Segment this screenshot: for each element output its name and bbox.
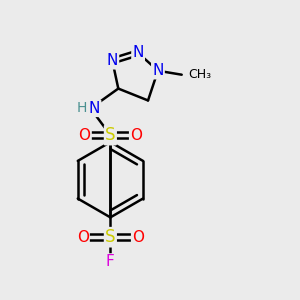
- Text: O: O: [79, 128, 91, 142]
- Text: S: S: [105, 126, 116, 144]
- Text: N: N: [152, 63, 164, 78]
- Text: N: N: [132, 45, 144, 60]
- Text: O: O: [130, 128, 142, 142]
- Text: O: O: [76, 230, 88, 245]
- Text: N: N: [89, 101, 100, 116]
- Text: F: F: [106, 254, 115, 269]
- Text: S: S: [105, 228, 116, 246]
- Text: O: O: [132, 230, 144, 245]
- Text: N: N: [107, 53, 118, 68]
- Text: H: H: [76, 101, 87, 116]
- Text: CH₃: CH₃: [189, 68, 212, 81]
